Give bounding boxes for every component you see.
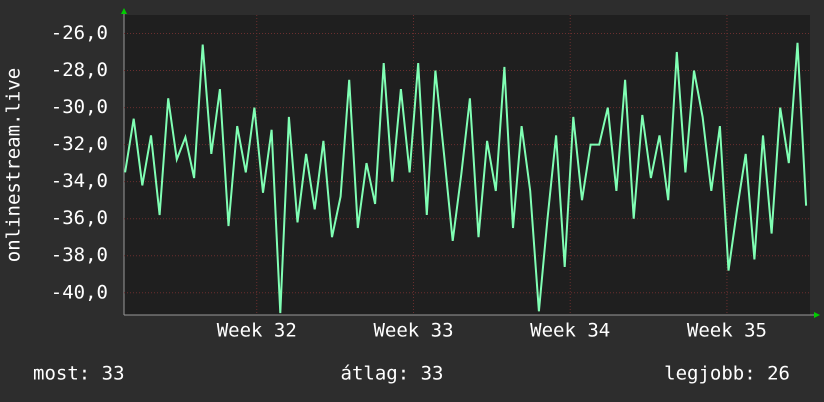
- data-line: [124, 42, 808, 314]
- x-tick-label: Week 32: [217, 320, 297, 342]
- x-tick-label: Week 34: [530, 320, 610, 342]
- y-tick-label: -34,0: [51, 170, 108, 192]
- plot-area: [124, 15, 810, 315]
- x-tick-label: Week 35: [687, 320, 767, 342]
- y-tick-label: -36,0: [51, 207, 108, 229]
- y-tick-label: -40,0: [51, 281, 108, 303]
- x-tick-label: Week 33: [373, 320, 453, 342]
- y-tick-label: -28,0: [51, 59, 108, 81]
- y-tick-label: -26,0: [51, 22, 108, 44]
- footer-current: most: 33: [33, 363, 125, 385]
- y-axis-label: onlinestream.live: [3, 68, 25, 262]
- y-tick-label: -32,0: [51, 133, 108, 155]
- y-arrow: [121, 8, 127, 14]
- footer-average: átlag: 33: [341, 363, 444, 385]
- footer-best: legjobb: 26: [664, 363, 790, 385]
- y-tick-label: -30,0: [51, 96, 108, 118]
- y-tick-label: -38,0: [51, 244, 108, 266]
- x-arrow: [814, 312, 820, 318]
